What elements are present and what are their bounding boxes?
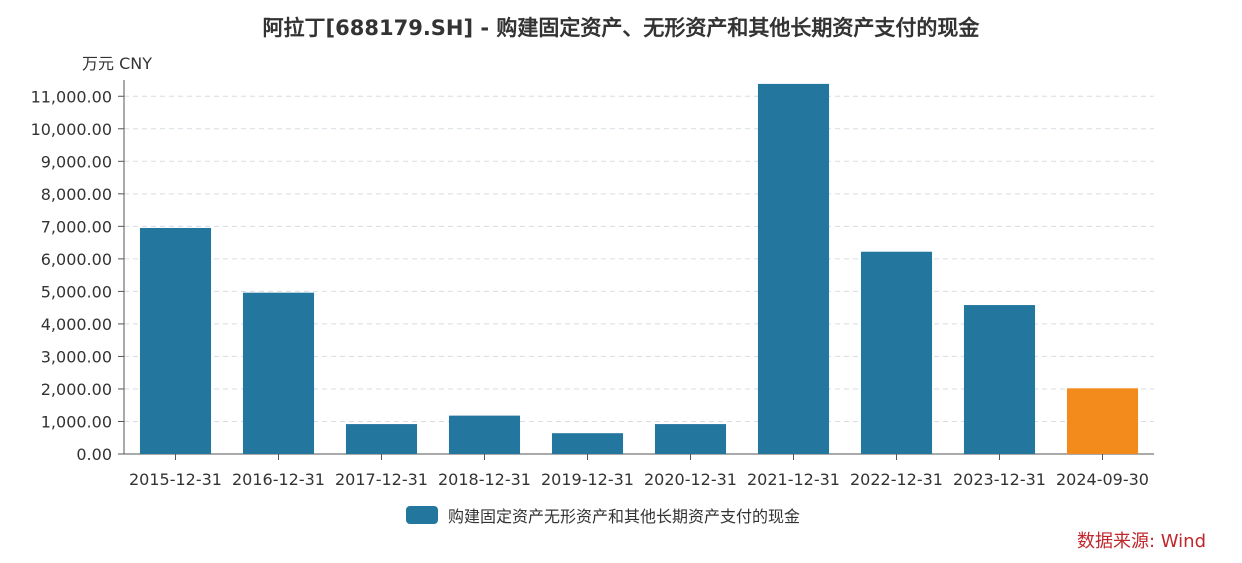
- x-tick-label: 2016-12-31: [232, 470, 325, 489]
- bar: [860, 251, 933, 454]
- bar-chart: 0.00 1,000.00 2,000.00 3,000.00 4,000.00 5,00…: [31, 80, 1154, 489]
- chart-title: 阿拉丁[688179.SH] - 购建固定资产、无形资产和其他长期资产支付的现金: [262, 16, 980, 40]
- y-tick-label: 4,000.00: [41, 315, 112, 334]
- bar: [757, 83, 830, 454]
- x-tick-label: 2024-09-30: [1056, 470, 1149, 489]
- y-tick-label: 6,000.00: [41, 250, 112, 269]
- bar: [242, 292, 315, 454]
- legend-label: 购建固定资产无形资产和其他长期资产支付的现金: [448, 507, 801, 526]
- y-tick-label: 2,000.00: [41, 380, 112, 399]
- data-source-label: 数据来源: Wind: [1076, 531, 1206, 552]
- bar: [654, 424, 727, 454]
- bar: [1066, 388, 1139, 454]
- y-tick-label: 9,000.00: [41, 152, 112, 171]
- y-tick-label: 3,000.00: [41, 347, 112, 366]
- y-tick-label: 8,000.00: [41, 185, 112, 204]
- y-tick-label: 7,000.00: [41, 217, 112, 236]
- y-tick-label: 11,000.00: [31, 87, 112, 106]
- x-tick-label: 2017-12-31: [335, 470, 428, 489]
- x-tick-label: 2019-12-31: [541, 470, 634, 489]
- y-tick-label: 1,000.00: [41, 412, 112, 431]
- x-tick-label: 2015-12-31: [129, 470, 222, 489]
- bar: [551, 433, 624, 454]
- y-axis-unit-label: 万元 CNY: [82, 54, 153, 73]
- legend: 购建固定资产无形资产和其他长期资产支付的现金: [406, 503, 800, 527]
- bar: [448, 415, 521, 454]
- y-tick-label: 0.00: [76, 445, 112, 464]
- x-tick-label: 2023-12-31: [953, 470, 1046, 489]
- x-tick-label: 2020-12-31: [644, 470, 737, 489]
- bar: [345, 424, 418, 454]
- bar: [963, 305, 1036, 454]
- bar: [139, 227, 212, 454]
- y-tick-label: 5,000.00: [41, 282, 112, 301]
- x-tick-label: 2018-12-31: [438, 470, 531, 489]
- x-tick-label: 2021-12-31: [747, 470, 840, 489]
- legend-swatch: [406, 506, 438, 524]
- y-tick-label: 10,000.00: [31, 120, 112, 139]
- x-tick-label: 2022-12-31: [850, 470, 943, 489]
